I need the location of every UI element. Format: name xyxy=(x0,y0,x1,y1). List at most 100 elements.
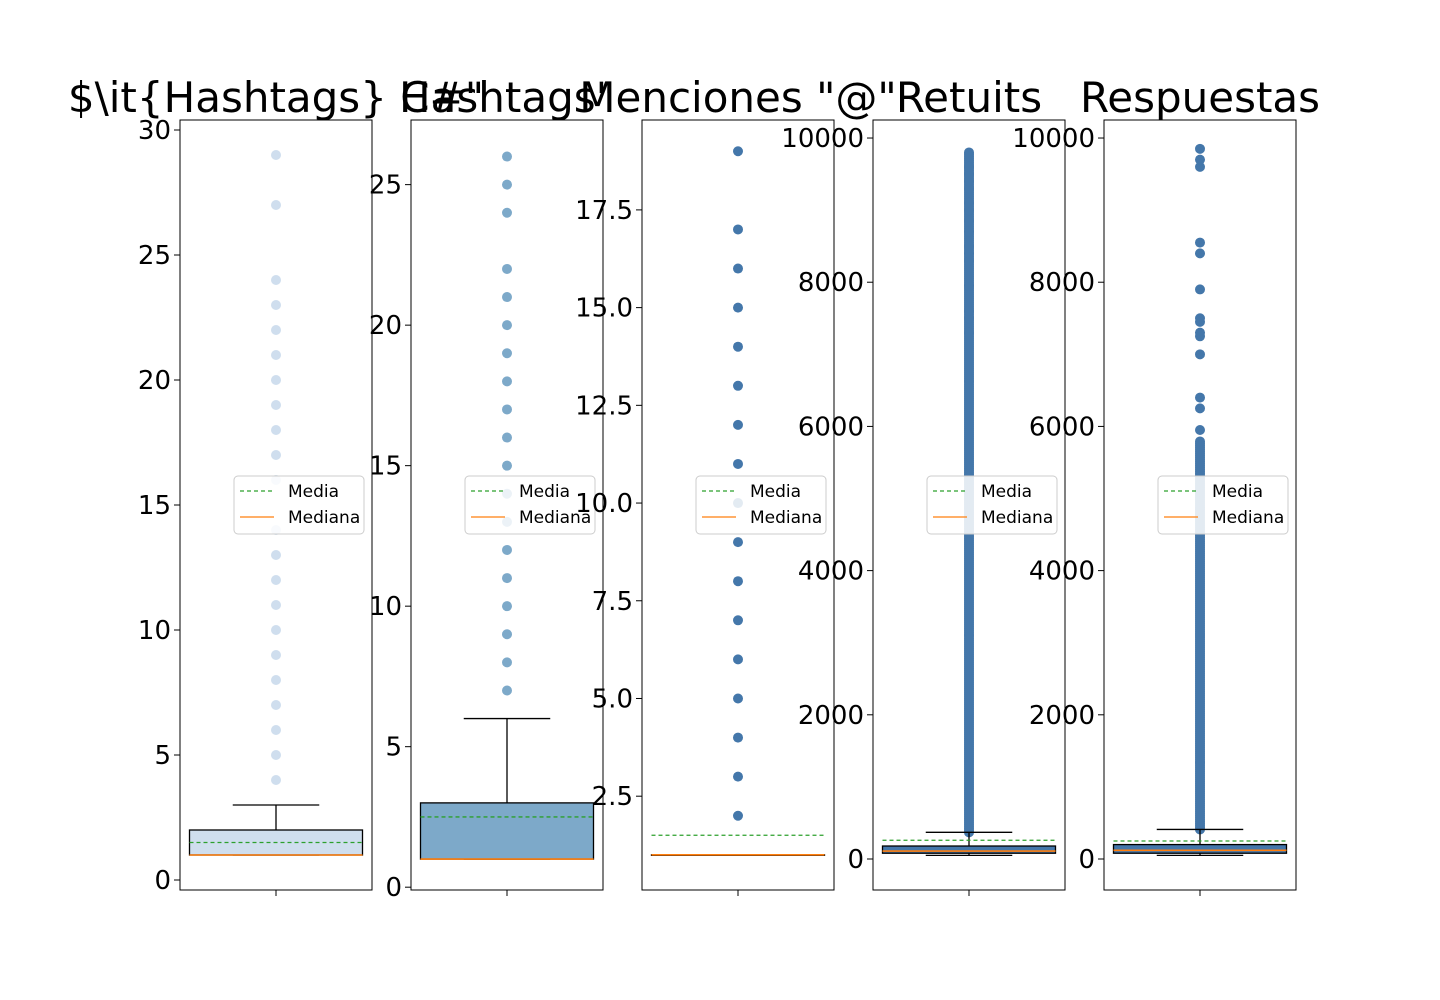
outlier-point xyxy=(964,169,974,180)
y-tick-label: 0 xyxy=(1078,845,1095,875)
outlier-point xyxy=(964,197,974,208)
panel-title: $\it{Hashtags} C#" xyxy=(68,73,484,122)
outlier-point xyxy=(271,450,281,460)
y-tick-label: 5 xyxy=(385,733,402,763)
outlier-point xyxy=(1195,161,1205,172)
legend-median-label: Mediana xyxy=(1212,508,1284,528)
outlier-point xyxy=(964,226,974,237)
y-tick-label: 5 xyxy=(154,741,171,771)
legend-mean-label: Media xyxy=(1212,482,1263,502)
outlier-point xyxy=(1195,313,1205,324)
y-tick-label: 0 xyxy=(847,845,864,875)
y-tick-label: 8000 xyxy=(798,268,864,298)
panel-title: Retuits xyxy=(896,73,1042,122)
outlier-point xyxy=(271,650,281,660)
legend-box xyxy=(695,475,827,535)
y-tick-label: 15 xyxy=(369,452,402,482)
outlier-point xyxy=(271,700,281,710)
y-tick-label: 10.0 xyxy=(575,489,633,519)
y-tick-label: 10000 xyxy=(1012,124,1095,154)
outlier-point xyxy=(733,654,743,665)
outlier-point xyxy=(502,657,512,668)
outlier-point xyxy=(271,600,281,610)
outlier-point xyxy=(964,176,974,187)
outlier-point xyxy=(502,432,512,443)
y-tick-label: 15 xyxy=(138,491,171,521)
outlier-point xyxy=(502,685,512,696)
y-tick-label: 12.5 xyxy=(575,391,633,421)
outlier-point xyxy=(1195,248,1205,259)
outlier-point xyxy=(502,263,512,274)
outlier-point xyxy=(271,375,281,385)
outlier-point xyxy=(502,573,512,584)
panel-title: Menciones "@" xyxy=(579,73,896,122)
outlier-point xyxy=(502,151,512,162)
legend-box xyxy=(464,475,596,535)
outlier-point xyxy=(733,576,743,587)
outlier-point xyxy=(964,248,974,259)
y-tick-label: 10 xyxy=(369,592,402,622)
outlier-point xyxy=(502,544,512,555)
y-tick-label: 15.0 xyxy=(575,294,633,324)
outlier-point xyxy=(1195,237,1205,248)
outlier-point xyxy=(271,550,281,560)
outlier-point xyxy=(733,810,743,821)
y-tick-label: 6000 xyxy=(798,412,864,442)
outlier-point xyxy=(271,575,281,585)
outlier-point xyxy=(733,263,743,274)
outlier-point xyxy=(733,341,743,352)
outlier-point xyxy=(733,302,743,313)
outlier-point xyxy=(502,348,512,359)
outlier-point xyxy=(1195,327,1205,338)
iqr-box xyxy=(419,802,595,860)
outlier-point xyxy=(1195,143,1205,154)
y-tick-label: 20 xyxy=(369,311,402,341)
y-tick-label: 2000 xyxy=(1029,701,1095,731)
outlier-point xyxy=(271,725,281,735)
outlier-point xyxy=(271,750,281,760)
outlier-point xyxy=(502,629,512,640)
legend-mean-label: Media xyxy=(519,482,570,502)
outlier-point xyxy=(502,179,512,190)
panel-title: Hashtags" xyxy=(399,73,615,122)
outlier-point xyxy=(1195,425,1205,436)
y-tick-label: 5.0 xyxy=(592,684,633,714)
legend-median-label: Mediana xyxy=(288,508,360,528)
y-tick-label: 4000 xyxy=(798,557,864,587)
outlier-point xyxy=(271,400,281,410)
outlier-point xyxy=(502,292,512,303)
outlier-point xyxy=(733,537,743,548)
outlier-point xyxy=(1195,392,1205,403)
legend-mean-label: Media xyxy=(750,482,801,502)
legend-median-label: Mediana xyxy=(981,508,1053,528)
outlier-point xyxy=(964,241,974,252)
outlier-point xyxy=(271,775,281,785)
outlier-point xyxy=(733,458,743,469)
outlier-point xyxy=(733,224,743,235)
y-tick-label: 6000 xyxy=(1029,412,1095,442)
y-tick-label: 7.5 xyxy=(592,587,633,617)
outlier-point xyxy=(502,460,512,471)
iqr-box xyxy=(881,845,1057,854)
legend-median-label: Mediana xyxy=(519,508,591,528)
outlier-point xyxy=(502,376,512,387)
outlier-point xyxy=(502,601,512,612)
legend-box xyxy=(1157,475,1289,535)
outlier-point xyxy=(1195,403,1205,414)
outlier-point xyxy=(733,380,743,391)
outlier-point xyxy=(271,200,281,210)
outlier-point xyxy=(964,147,974,158)
iqr-box xyxy=(1112,843,1288,854)
outlier-point xyxy=(271,350,281,360)
y-tick-label: 10 xyxy=(138,616,171,646)
outlier-point xyxy=(271,325,281,335)
outlier-point xyxy=(964,183,974,194)
outlier-point xyxy=(502,207,512,218)
y-tick-label: 4000 xyxy=(1029,557,1095,587)
y-tick-label: 20 xyxy=(138,366,171,396)
outlier-point xyxy=(271,150,281,160)
y-tick-label: 10000 xyxy=(781,124,864,154)
outlier-point xyxy=(1195,349,1205,360)
outlier-point xyxy=(964,313,974,324)
